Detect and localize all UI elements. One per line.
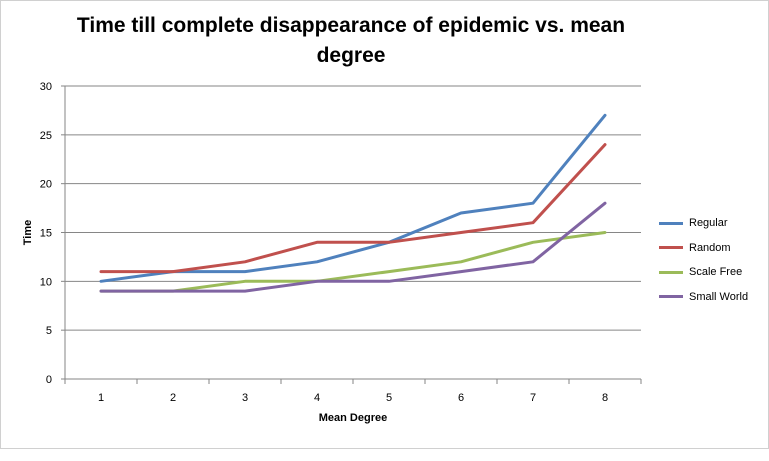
x-tick-label-1: 1 (98, 392, 104, 404)
legend-label-small-world: Small World (689, 290, 749, 303)
legend-swatch-scale-free (659, 270, 683, 274)
y-tick-label-10: 10 (40, 276, 52, 288)
y-tick-label-30: 30 (40, 81, 52, 93)
x-tick-label-5: 5 (386, 392, 392, 404)
legend-swatch-small-world (659, 295, 683, 299)
y-tick-label-25: 25 (40, 130, 52, 142)
y-tick-label-20: 20 (40, 179, 52, 191)
y-tick-label-0: 0 (46, 374, 52, 386)
legend: Regular Random Scale Free Small World (659, 211, 748, 309)
x-tick-label-4: 4 (314, 392, 320, 404)
y-tick-label-5: 5 (46, 325, 52, 337)
legend-swatch-random (659, 246, 683, 250)
x-tick-label-8: 8 (602, 392, 608, 404)
legend-item-regular: Regular (659, 211, 748, 236)
series-line-random (99, 143, 607, 274)
series-line-regular (99, 113, 607, 283)
legend-swatch-regular (659, 221, 683, 225)
x-tick-label-7: 7 (530, 392, 536, 404)
y-tick-label-15: 15 (40, 228, 52, 240)
legend-label-regular: Regular (689, 217, 728, 230)
legend-label-random: Random (689, 241, 731, 254)
x-tick-label-6: 6 (458, 392, 464, 404)
series-line-scale-free (99, 231, 607, 293)
series-line-small-world (99, 201, 607, 293)
legend-item-random: Random (659, 236, 748, 261)
x-tick-label-2: 2 (170, 392, 176, 404)
legend-item-small-world: Small World (659, 285, 748, 310)
chart-title: Time till complete disappearance of epid… (76, 14, 626, 67)
legend-item-scale-free: Scale Free (659, 260, 748, 285)
chart: Time till complete disappearance of epid… (0, 0, 769, 449)
legend-label-scale-free: Scale Free (689, 266, 743, 279)
x-tick-label-3: 3 (242, 392, 248, 404)
y-axis-title: Time (22, 220, 34, 245)
x-axis-title: Mean Degree (319, 412, 387, 424)
plot-area: 0 5 10 15 20 25 30 1 2 3 4 5 6 7 8 Mean Degree Time (22, 81, 642, 424)
